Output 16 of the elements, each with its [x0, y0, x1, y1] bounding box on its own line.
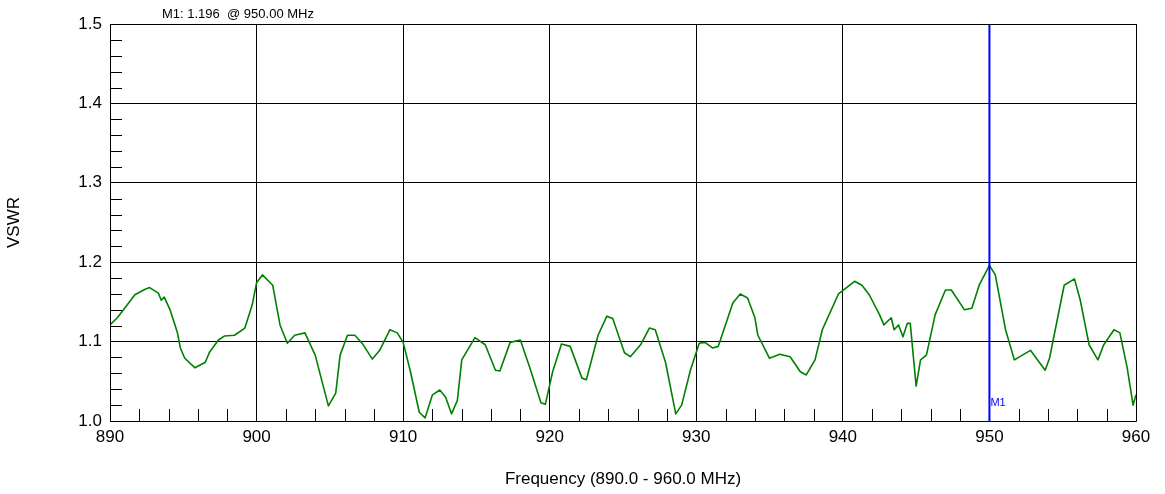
y-tick-label: 1.5	[78, 13, 102, 33]
x-tick-label: 900	[242, 426, 271, 446]
x-tick-label: 930	[682, 426, 711, 446]
x-tick-label: 950	[975, 426, 1004, 446]
y-tick-label: 1.1	[78, 331, 102, 351]
x-tick-label: 940	[828, 426, 858, 446]
x-tick-label: 910	[388, 426, 418, 446]
y-axis-title: VSWR	[3, 197, 23, 248]
y-tick-label: 1.4	[78, 93, 102, 113]
x-tick-label: 920	[535, 426, 564, 446]
x-axis-title: Frequency (890.0 - 960.0 MHz)	[504, 469, 742, 489]
ref-line-label: M1	[990, 395, 1006, 408]
x-tick-label: 960	[1121, 426, 1151, 446]
y-tick-label: 1.3	[78, 172, 102, 192]
text: M1: 1.196 @ 950.00 MHz	[162, 6, 314, 22]
y-tick-label: 1.2	[78, 251, 102, 271]
